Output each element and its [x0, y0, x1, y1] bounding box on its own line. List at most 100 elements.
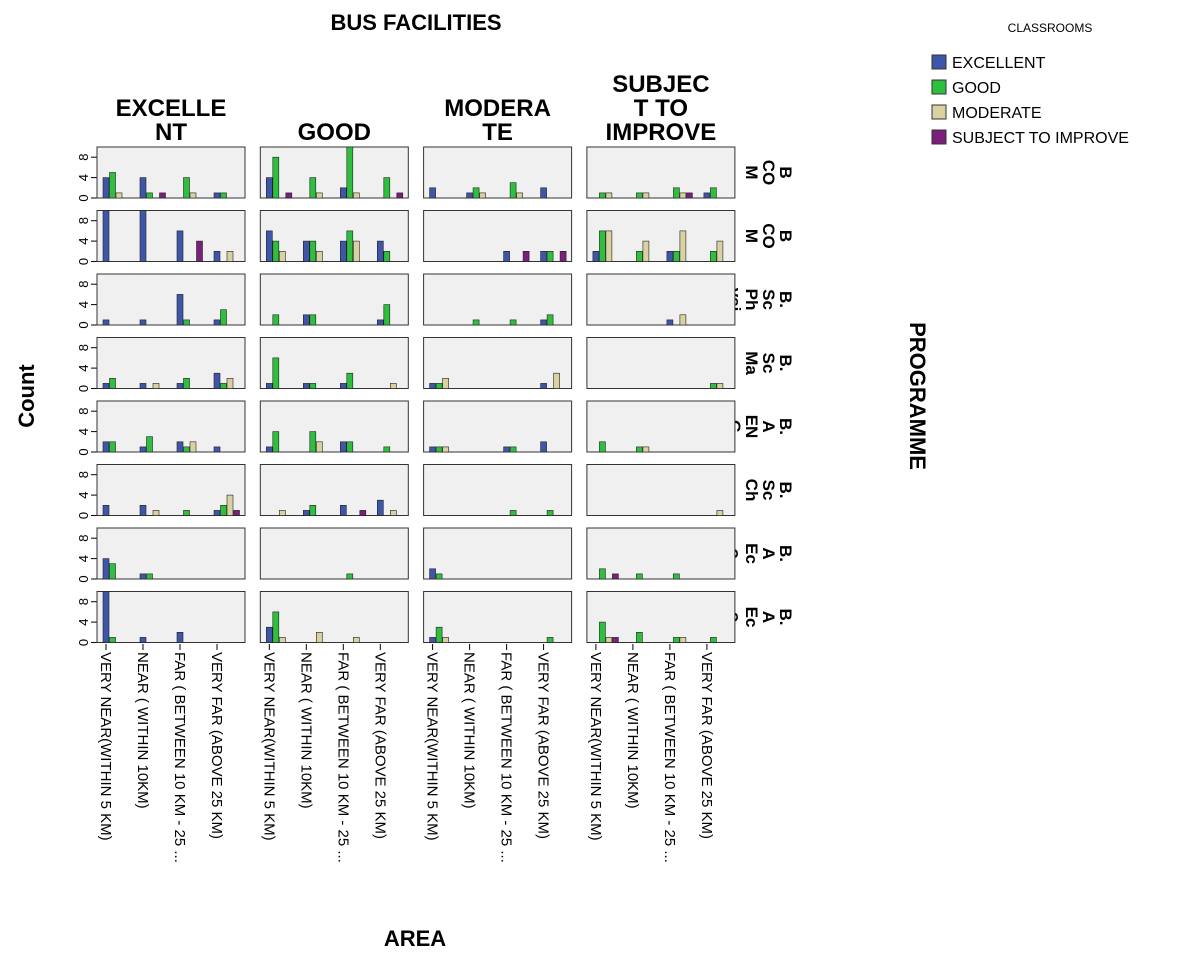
bar — [636, 251, 643, 262]
row-label: CO — [759, 160, 778, 186]
bar — [546, 251, 554, 262]
bar — [220, 504, 227, 516]
bar — [339, 504, 347, 516]
x-tick-label: VERY NEAR(WITHIN 5 KM) — [260, 652, 277, 841]
panel — [259, 527, 409, 580]
legend-label: SUBJECT TO IMPROVE — [952, 130, 1129, 147]
row-label: B. — [776, 355, 795, 372]
bar — [479, 192, 486, 199]
panel — [96, 146, 246, 199]
bar — [346, 372, 354, 389]
bar — [183, 510, 190, 516]
bar — [435, 626, 443, 643]
bar — [339, 383, 347, 389]
bar — [540, 319, 547, 326]
bar — [315, 631, 323, 643]
bar — [710, 637, 717, 643]
bar — [503, 446, 510, 453]
row-label: Ph — [742, 289, 761, 311]
panel — [423, 210, 573, 262]
bar — [383, 251, 391, 262]
bar — [278, 637, 286, 643]
x-tick-label: FAR ( BETWEEN 10 KM - 25 ... — [334, 652, 351, 863]
legend-label: MODERATE — [952, 105, 1041, 122]
bar — [339, 240, 347, 262]
panel — [96, 527, 246, 580]
bar — [139, 446, 147, 453]
bar — [383, 446, 391, 453]
bar — [673, 187, 680, 199]
bar — [146, 573, 153, 580]
bar — [213, 510, 221, 516]
bar — [189, 441, 197, 453]
bar — [102, 319, 110, 326]
panel — [96, 591, 246, 643]
bar — [152, 383, 160, 389]
bar — [109, 637, 116, 643]
row-label: A — [759, 547, 778, 559]
bar — [612, 573, 619, 580]
bar — [309, 177, 317, 199]
panel — [423, 337, 573, 389]
row-label: B. — [776, 545, 795, 562]
y-tick-label: 4 — [76, 174, 91, 181]
x-tick-label: VERY FAR (ABOVE 25 KM) — [535, 652, 552, 839]
y-tick-label: 8 — [76, 217, 91, 224]
column-label: GOOD — [298, 119, 371, 146]
bar — [679, 314, 687, 326]
bar — [152, 510, 160, 516]
bar — [272, 357, 280, 389]
panel — [423, 591, 573, 643]
legend-title: CLASSROOMS — [1008, 21, 1093, 35]
x-tick-label: VERY FAR (ABOVE 25 KM) — [208, 652, 225, 839]
bar — [396, 192, 404, 199]
row-label: Sc — [759, 353, 778, 374]
bar — [346, 230, 354, 262]
y-tick-label: 0 — [76, 575, 91, 582]
bar — [540, 383, 547, 389]
bar — [435, 446, 443, 453]
y-tick-label: 8 — [76, 281, 91, 288]
bar — [429, 187, 436, 199]
column-label: TE — [482, 119, 513, 146]
bar — [352, 192, 360, 199]
bar — [339, 441, 347, 453]
x-axis-label: AREA — [384, 926, 446, 951]
y-tick-label: 4 — [76, 237, 91, 244]
bar — [139, 573, 147, 580]
row-label: M — [742, 165, 761, 179]
bar — [592, 251, 600, 262]
panel — [96, 400, 246, 453]
bar — [139, 637, 147, 643]
bar — [302, 510, 310, 516]
bar — [213, 372, 221, 389]
legend-swatch — [931, 79, 947, 95]
bar — [102, 177, 110, 199]
bar — [546, 637, 554, 643]
y-tick-label: 8 — [76, 154, 91, 161]
bar — [213, 251, 221, 262]
bar — [673, 251, 680, 262]
bar — [265, 230, 273, 262]
bar — [183, 377, 190, 389]
bar — [516, 192, 523, 199]
row-label: A — [759, 420, 778, 432]
bar — [710, 187, 717, 199]
row-label: B. — [776, 418, 795, 435]
bar — [183, 319, 190, 326]
bar — [146, 192, 153, 199]
bar — [265, 177, 273, 199]
bar — [278, 251, 286, 262]
bar — [102, 383, 110, 389]
bar — [673, 637, 680, 643]
x-tick-label: NEAR ( WITHIN 10KM) — [624, 652, 641, 809]
bar — [272, 611, 280, 643]
column-label: EXCELLE — [116, 95, 227, 122]
bar — [679, 192, 687, 199]
x-tick-label: FAR ( BETWEEN 10 KM - 25 ... — [661, 652, 678, 863]
bar — [472, 319, 480, 326]
x-tick-label: FAR ( BETWEEN 10 KM - 25 ... — [498, 652, 515, 863]
bar — [710, 383, 717, 389]
row-label: Ch — [742, 479, 761, 502]
bar — [352, 240, 360, 262]
